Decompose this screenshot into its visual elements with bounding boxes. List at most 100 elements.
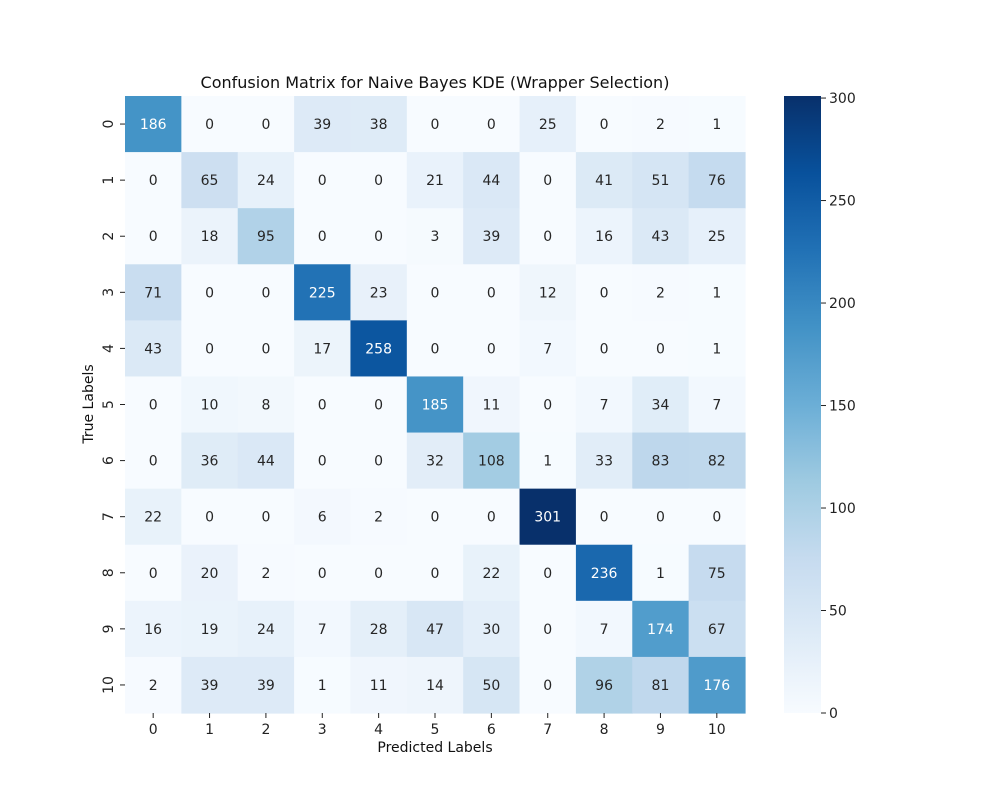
x-axis-label: Predicted Labels	[377, 740, 492, 756]
cell-value-label: 0	[487, 510, 496, 526]
heatmap-cell	[294, 488, 352, 546]
y-tick-label: 8	[101, 568, 117, 577]
cell-value-label: 7	[318, 622, 327, 638]
cell-value-label: 7	[600, 398, 609, 414]
cell-value-label: 108	[478, 454, 505, 470]
heatmap-cell	[181, 320, 239, 378]
heatmap-cell	[688, 656, 746, 714]
cell-value-label: 0	[261, 341, 270, 357]
cell-value-label: 0	[543, 622, 552, 638]
heatmap-cell	[125, 488, 182, 546]
x-tick-label: 5	[431, 722, 440, 738]
cell-value-label: 0	[431, 341, 440, 357]
cell-value-label: 2	[656, 117, 665, 133]
cell-value-label: 0	[431, 510, 440, 526]
cell-value-label: 25	[539, 117, 557, 133]
heatmap-cell	[350, 600, 408, 658]
heatmap-cell	[519, 488, 577, 546]
cell-value-label: 2	[261, 566, 270, 582]
x-tick-label: 8	[600, 722, 609, 738]
heatmap-cell	[294, 264, 352, 321]
cell-value-label: 0	[374, 398, 383, 414]
x-tick-label: 9	[656, 722, 665, 738]
cell-value-label: 7	[712, 398, 721, 414]
cell-value-label: 1	[712, 341, 721, 357]
cell-value-label: 44	[482, 173, 500, 189]
heatmap-cell	[237, 152, 295, 209]
cell-value-label: 0	[374, 173, 383, 189]
cell-value-label: 0	[431, 566, 440, 582]
heatmap-cell	[688, 264, 746, 321]
cell-value-label: 0	[656, 510, 665, 526]
cell-value-label: 0	[543, 566, 552, 582]
heatmap-cell	[632, 544, 690, 602]
x-tick-label: 4	[374, 722, 383, 738]
heatmap-cell	[688, 544, 746, 602]
colorbar-tick-label: 300	[829, 91, 856, 107]
cell-value-label: 2	[656, 285, 665, 301]
heatmap-cell	[125, 656, 182, 714]
heatmap-cell	[575, 488, 633, 546]
heatmap-cell	[463, 264, 521, 321]
y-tick-label: 3	[101, 288, 117, 297]
heatmap-cell	[519, 432, 577, 490]
cell-value-label: 95	[257, 229, 275, 245]
cell-value-label: 44	[257, 454, 275, 470]
cell-value-label: 67	[708, 622, 726, 638]
colorbar-tick-label: 0	[829, 706, 838, 722]
x-axis-ticks: 0 1 2 3 4 5 6 7 8 9 10	[149, 713, 726, 738]
cell-value-label: 1	[712, 285, 721, 301]
heatmap-cell	[181, 432, 239, 490]
y-tick-label: 0	[101, 120, 117, 129]
cell-value-label: 24	[257, 622, 275, 638]
heatmap-cell	[575, 152, 633, 209]
cell-value-label: 3	[431, 229, 440, 245]
cell-value-label: 7	[600, 622, 609, 638]
cell-value-label: 20	[201, 566, 219, 582]
cell-value-label: 0	[205, 285, 214, 301]
heatmap-cell	[125, 600, 182, 658]
heatmap-cell	[519, 320, 577, 378]
cell-value-label: 0	[261, 285, 270, 301]
heatmap-cell	[181, 488, 239, 546]
cell-value-label: 36	[201, 454, 219, 470]
heatmap-cell	[575, 208, 633, 265]
heatmap-cell	[294, 432, 352, 490]
heatmap-cell	[688, 376, 746, 434]
cell-value-label: 6	[318, 510, 327, 526]
heatmap-cell	[575, 656, 633, 714]
heatmap-cell	[181, 96, 239, 153]
heatmap-cell	[125, 320, 182, 378]
heatmap-cell	[406, 432, 464, 490]
cell-value-label: 96	[595, 678, 613, 694]
heatmap-cell	[688, 320, 746, 378]
cell-value-label: 0	[487, 117, 496, 133]
cell-value-label: 0	[600, 510, 609, 526]
heatmap-cell	[463, 656, 521, 714]
cell-value-label: 185	[422, 398, 449, 414]
heatmap-cell	[125, 544, 182, 602]
heatmap-cell	[519, 600, 577, 658]
cell-value-label: 0	[374, 566, 383, 582]
x-tick-label: 10	[708, 722, 726, 738]
cell-value-label: 22	[144, 510, 162, 526]
cell-value-label: 0	[487, 285, 496, 301]
colorbar	[784, 96, 821, 713]
cell-value-label: 0	[318, 229, 327, 245]
heatmap-cell	[463, 152, 521, 209]
cell-value-label: 65	[201, 173, 219, 189]
heatmap-cell	[125, 152, 182, 209]
heatmap-cell	[181, 152, 239, 209]
cell-value-label: 174	[647, 622, 674, 638]
cell-value-label: 2	[374, 510, 383, 526]
y-tick-label: 4	[101, 344, 117, 353]
cell-value-label: 75	[708, 566, 726, 582]
y-tick-label: 6	[101, 456, 117, 465]
cell-value-label: 0	[600, 117, 609, 133]
cell-value-label: 39	[201, 678, 219, 694]
heatmap-cell	[463, 432, 521, 490]
heatmap-cell	[294, 208, 352, 265]
cell-value-label: 258	[365, 341, 392, 357]
heatmap-cell	[237, 264, 295, 321]
chart-title: Confusion Matrix for Naive Bayes KDE (Wr…	[201, 73, 670, 92]
